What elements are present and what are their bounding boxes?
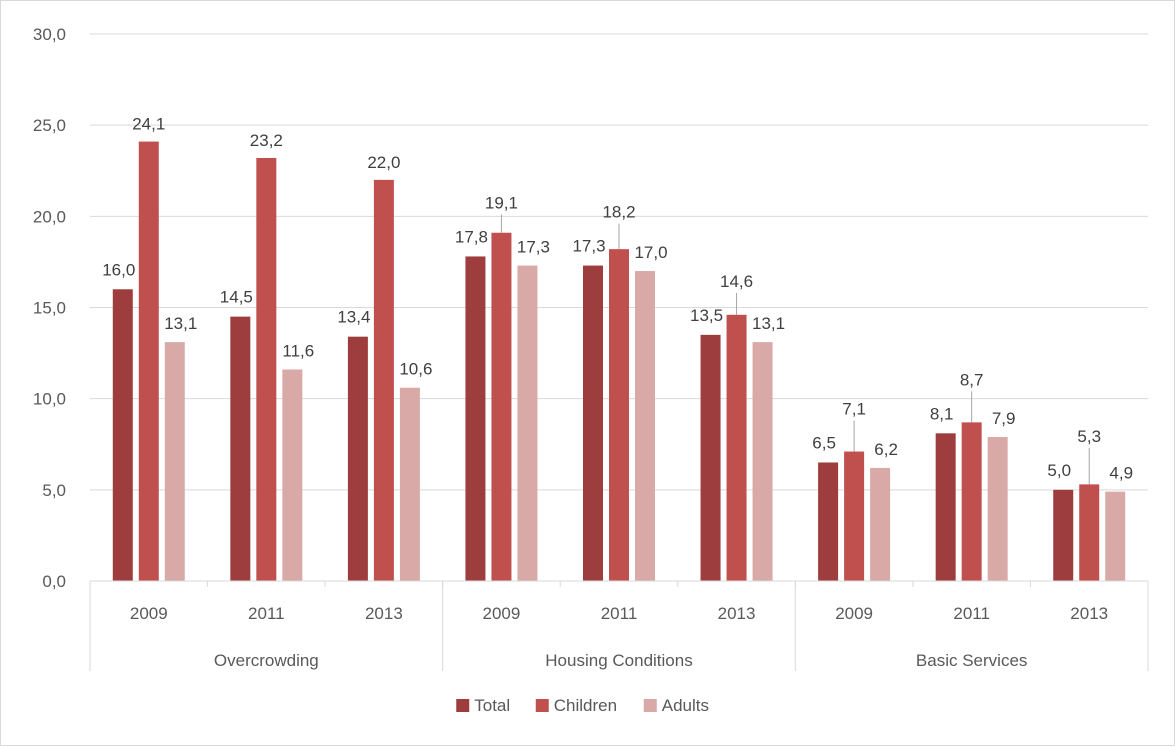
bar-total	[700, 334, 721, 581]
data-label: 13,4	[337, 308, 370, 327]
x-category-label: 2011	[953, 604, 990, 623]
data-label: 16,0	[102, 260, 135, 279]
data-label: 6,5	[812, 433, 836, 452]
x-category-label: 2009	[835, 604, 873, 623]
y-tick-label: 25,0	[33, 116, 66, 135]
bar-adults	[1105, 491, 1126, 581]
x-category-label: 2009	[130, 604, 168, 623]
x-category-label: 2011	[248, 604, 285, 623]
bar-children	[256, 157, 277, 581]
bar-total	[112, 289, 133, 581]
data-label: 7,1	[842, 399, 866, 418]
bar-total	[347, 336, 368, 581]
bar-children	[138, 141, 159, 581]
bar-adults	[517, 265, 538, 581]
x-group-label: Overcrowding	[214, 651, 319, 670]
y-tick-label: 20,0	[33, 207, 66, 226]
x-category-label: 2013	[1070, 604, 1108, 623]
x-category-label: 2009	[483, 604, 521, 623]
y-tick-label: 5,0	[42, 481, 66, 500]
data-label: 7,9	[992, 409, 1016, 428]
bar-adults	[635, 271, 655, 581]
data-label: 11,6	[282, 341, 314, 360]
data-label: 18,2	[602, 203, 635, 222]
y-tick-label: 30,0	[33, 25, 66, 44]
y-tick-label: 0,0	[42, 572, 66, 591]
bar-adults	[987, 436, 1008, 581]
data-label: 5,0	[1047, 461, 1071, 480]
legend-label-adults: Adults	[662, 696, 709, 715]
bar-total	[818, 462, 839, 581]
bar-children	[961, 422, 982, 581]
legend-swatch-adults	[643, 699, 657, 712]
bar-total	[935, 433, 956, 581]
data-label: 14,5	[220, 288, 253, 307]
data-label: 13,1	[164, 314, 197, 333]
bar-children	[1079, 484, 1100, 581]
x-category-label: 2011	[601, 604, 638, 623]
bar-children	[609, 249, 629, 582]
bar-total	[1053, 489, 1074, 581]
bar-children	[491, 232, 512, 581]
bar-adults	[399, 387, 420, 581]
x-category-label: 2013	[365, 604, 403, 623]
x-group-label: Housing Conditions	[545, 651, 692, 670]
data-label: 10,6	[399, 360, 432, 379]
data-label: 17,8	[455, 227, 488, 246]
bar-adults	[752, 342, 773, 581]
data-label: 17,0	[634, 243, 667, 262]
data-label: 4,9	[1109, 464, 1133, 483]
bar-children	[844, 451, 865, 581]
bar-total	[465, 256, 486, 581]
bar-adults	[282, 369, 303, 581]
legend-label-total: Total	[474, 696, 510, 715]
data-label: 19,1	[485, 193, 518, 212]
data-label: 8,7	[960, 370, 984, 389]
x-category-label: 2013	[718, 604, 756, 623]
data-label: 14,6	[720, 272, 753, 291]
data-label: 17,3	[572, 237, 605, 256]
data-label: 5,3	[1077, 427, 1101, 446]
bar-adults	[870, 467, 891, 581]
y-tick-label: 10,0	[33, 390, 66, 409]
y-tick-label: 15,0	[33, 299, 66, 318]
data-label: 17,3	[517, 238, 550, 257]
data-label: 13,5	[690, 306, 723, 325]
legend-label-children: Children	[554, 696, 617, 715]
data-label: 24,1	[132, 115, 165, 134]
bar-children	[373, 179, 394, 581]
bar-children	[726, 314, 747, 581]
data-label: 13,1	[752, 314, 785, 333]
bar-total	[230, 316, 251, 581]
data-label: 22,0	[367, 153, 400, 172]
data-label: 6,2	[874, 440, 898, 459]
bar-total	[583, 265, 603, 581]
legend-swatch-total	[456, 699, 470, 712]
data-label: 23,2	[250, 131, 283, 150]
legend-swatch-children	[535, 699, 549, 712]
data-label: 8,1	[930, 404, 954, 423]
x-group-label: Basic Services	[916, 651, 1027, 670]
bar-adults	[164, 342, 185, 581]
